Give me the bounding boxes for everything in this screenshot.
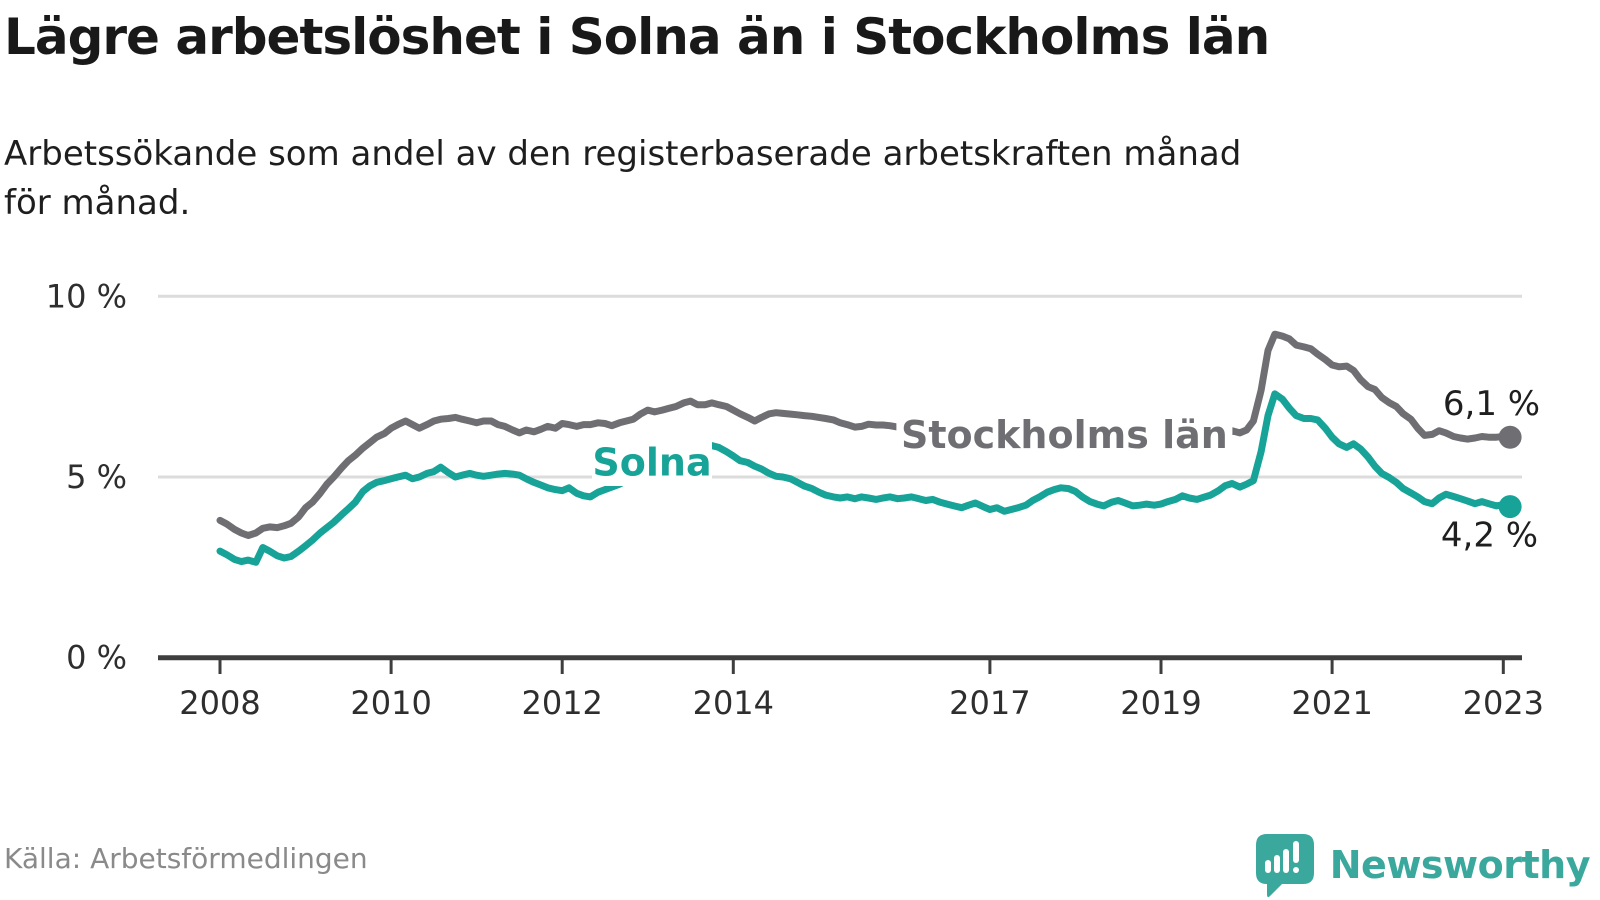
source-note: Källa: Arbetsförmedlingen [4, 842, 368, 875]
series-label-solna: Solna [592, 441, 711, 485]
x-tick-label: 2017 [949, 684, 1030, 722]
series-line-solna [216, 390, 1514, 566]
x-tick-label: 2019 [1120, 684, 1201, 722]
bar-chart-glyph [1264, 841, 1299, 873]
end-dot-solna [1498, 495, 1522, 519]
chart-subtitle: Arbetssökande som andel av den registerb… [4, 130, 1241, 229]
y-tick-label: 10 % [46, 277, 127, 315]
subtitle-line-1: Arbetssökande som andel av den registerb… [4, 134, 1242, 174]
series-line-stockholms-lan [216, 330, 1514, 539]
page-title: Lägre arbetslöshet i Solna än i Stockhol… [4, 8, 1270, 66]
value-label-stockholms-lan: 6,1 % [1443, 384, 1540, 424]
x-tick-label: 2014 [693, 684, 774, 722]
x-tick-label: 2012 [521, 684, 602, 722]
x-tick-label: 2010 [350, 684, 431, 722]
x-tick-label: 2008 [179, 684, 260, 722]
series-label-mask-stockholms-lan [896, 411, 1233, 460]
newsworthy-wordmark: Newsworthy [1329, 843, 1591, 887]
series-label-mask-solna [592, 439, 712, 486]
value-label-solna: 4,2 % [1441, 516, 1538, 556]
newsworthy-bubble-icon [1255, 834, 1314, 898]
subtitle-line-2: för månad. [4, 183, 191, 224]
newsworthy-logo: Newsworthy [1254, 832, 1591, 898]
series-label-stockholms-lan: Stockholms län [901, 413, 1228, 457]
x-tick-label: 2023 [1463, 684, 1544, 722]
y-tick-label: 5 % [66, 458, 127, 496]
exclamation-dot [1292, 867, 1299, 873]
end-dot-stockholms-lan [1498, 425, 1522, 449]
y-tick-label: 0 % [66, 639, 127, 677]
exclamation-bar [1292, 841, 1299, 863]
x-tick-label: 2021 [1291, 684, 1372, 722]
